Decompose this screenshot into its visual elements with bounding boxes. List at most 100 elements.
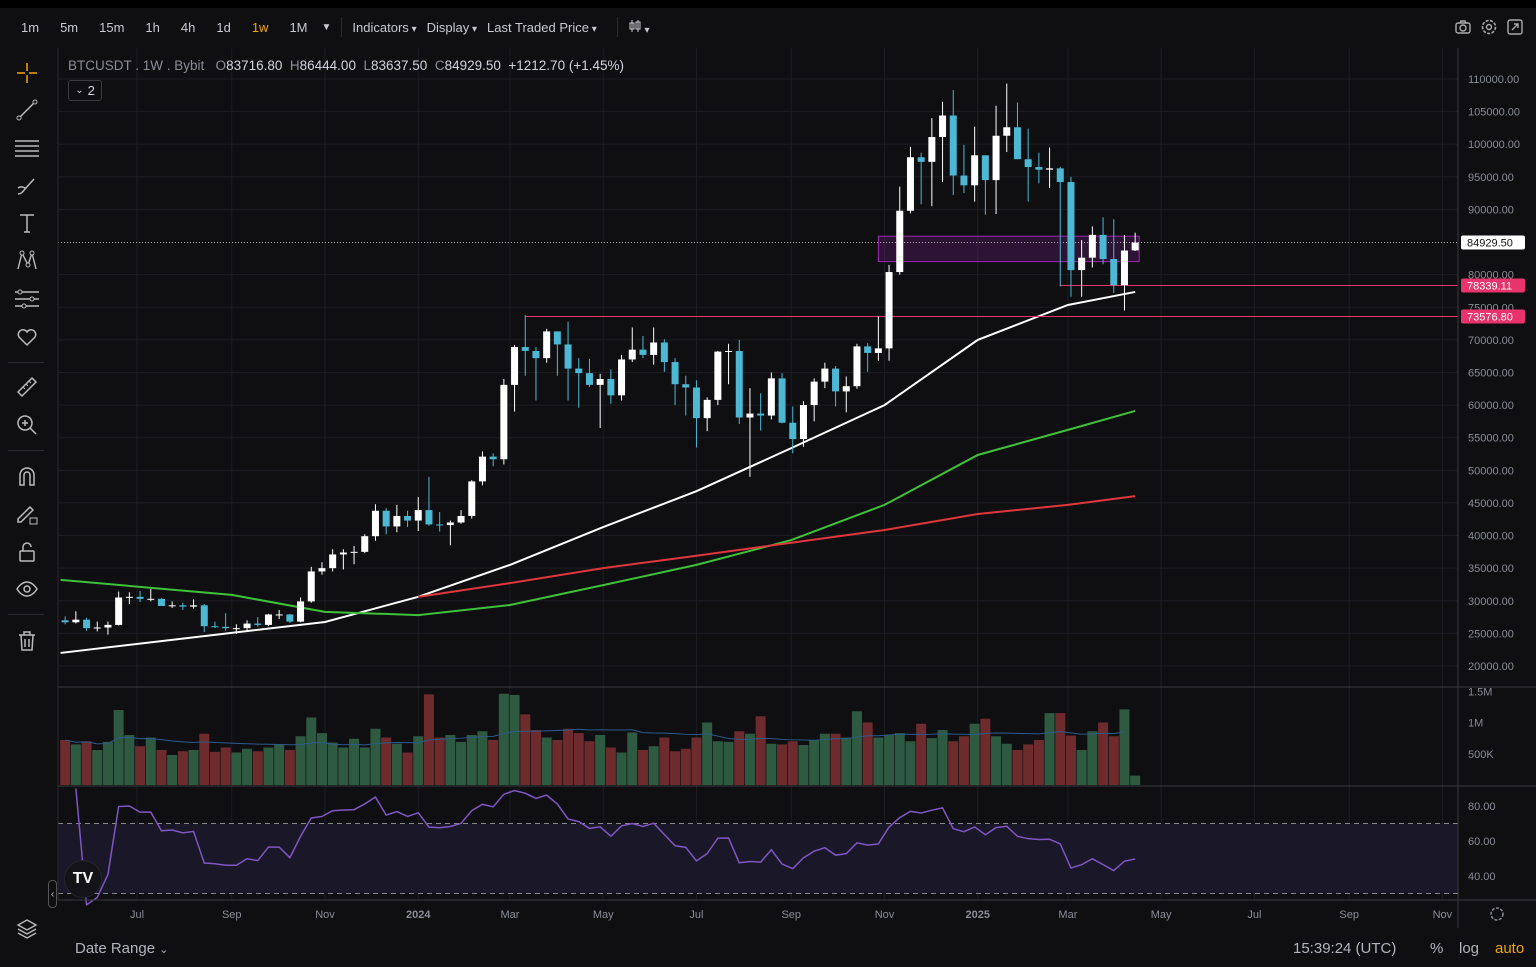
clock-time[interactable]: 15:39:24 (UTC) [1293,940,1397,957]
volume-bar [841,737,852,785]
candle-body [414,510,422,521]
heart-icon[interactable] [14,324,40,350]
timeframe-5m[interactable]: 5m [60,19,79,35]
time-tick-label: Sep [781,909,801,921]
candle-body [821,368,829,382]
fib-icon[interactable] [14,286,40,312]
timeframe-1m[interactable]: 1m [21,19,40,35]
candle-body [478,456,486,482]
indicators-button[interactable]: Indicators [352,20,416,35]
indicators-collapse-button[interactable]: ⌄ 2 [68,80,102,101]
tradingview-logo: TV [64,860,102,898]
chevron-down-icon: ⌄ [75,85,84,96]
price-source-dropdown[interactable]: Last Traded Price [487,20,597,35]
ruler-icon[interactable] [14,374,40,400]
percent-toggle[interactable]: % [1430,940,1444,957]
fullscreen-icon[interactable] [1506,18,1524,36]
chart-type-button[interactable] [628,19,650,36]
candle-body [1078,257,1086,271]
volume-bar [445,735,456,785]
candle-body [949,115,957,176]
divider [341,17,343,37]
trend-line-icon[interactable] [14,97,40,123]
time-tick-label: Sep [1339,909,1359,921]
candle-body [607,379,615,396]
candle-body [703,399,711,419]
volume-bar [958,736,969,785]
brush-icon[interactable] [14,173,40,199]
volume-bar [563,728,574,785]
time-tick-label: Mar [500,909,519,921]
volume-bar [81,741,92,785]
price-tick-label: 70000.00 [1468,335,1514,347]
time-tick-label: 2024 [406,909,431,921]
settings-icon[interactable] [1480,18,1498,36]
timeframe-1w[interactable]: 1w [251,19,269,35]
volume-bar [530,730,541,785]
trash-icon[interactable] [14,628,40,654]
layers-icon[interactable] [14,916,40,942]
timeframe-dropdown-icon[interactable]: ▼ [321,21,332,33]
eye-icon[interactable] [14,576,40,602]
time-tick-label: Nov [1433,909,1453,921]
magnet-icon[interactable] [14,464,40,490]
volume-bar [498,693,509,785]
crosshair-icon[interactable] [14,60,40,86]
moving-average-line-red [418,495,1136,598]
time-tick-label: Mar [1058,909,1077,921]
candle-body [157,598,165,606]
candle-body [585,373,593,385]
candle-body [917,157,925,162]
display-button[interactable]: Display [427,20,477,35]
timeframe-1d[interactable]: 1d [216,19,231,35]
timeframe-15m[interactable]: 15m [99,19,125,35]
axis-settings-icon[interactable] [1490,907,1504,921]
rsi-line [75,788,1136,907]
candle-body [168,605,176,607]
collapse-panel-handle[interactable]: ‹ [48,880,57,908]
close-label: C [434,58,445,73]
pattern-icon[interactable] [14,248,40,274]
timeframe-1h[interactable]: 1h [145,19,160,35]
volume-bar [124,735,135,785]
volume-bar [819,733,830,785]
lock-icon[interactable] [14,539,40,565]
camera-icon[interactable] [1454,18,1472,36]
candle-body [682,384,690,388]
volume-bar [177,751,188,785]
volume-bar [1119,709,1130,785]
timeframe-4h[interactable]: 4h [180,19,196,35]
candle-body [61,620,69,623]
volume-bar [712,741,723,785]
divider [8,450,44,451]
log-toggle[interactable]: log [1459,940,1480,957]
close-value: 84929.50 [444,58,501,73]
volume-bar [381,737,392,785]
price-tick-label: 105000.00 [1468,107,1520,119]
candle-body [511,347,519,385]
symbol-name[interactable]: BTCUSDT . 1W . Bybit [68,58,205,73]
candle-body [243,623,251,629]
candle-body [468,481,476,516]
horizontal-lines-icon[interactable] [14,135,40,161]
text-icon[interactable] [14,210,40,236]
price-tick-label: 110000.00 [1468,74,1519,86]
volume-bar [916,723,927,785]
lock-drawing-icon[interactable] [14,501,40,527]
volume-bar [231,752,242,785]
volume-bar [905,741,916,785]
rsi-tick-label: 60.00 [1468,836,1496,848]
volume-bar [391,743,402,785]
candle-body [639,349,647,355]
timeframe-1M[interactable]: 1M [289,19,308,35]
price-tick-label: 95000.00 [1468,172,1514,184]
volume-tick-label: 1M [1468,718,1483,730]
price-tick-label: 65000.00 [1468,367,1514,379]
date-range-button[interactable]: Date Range ⌄ [75,940,168,957]
zoom-in-icon[interactable] [14,412,40,438]
auto-toggle[interactable]: auto [1495,940,1525,957]
candle-body [318,568,326,572]
open-label: O [215,58,227,73]
candle-body [232,628,240,630]
